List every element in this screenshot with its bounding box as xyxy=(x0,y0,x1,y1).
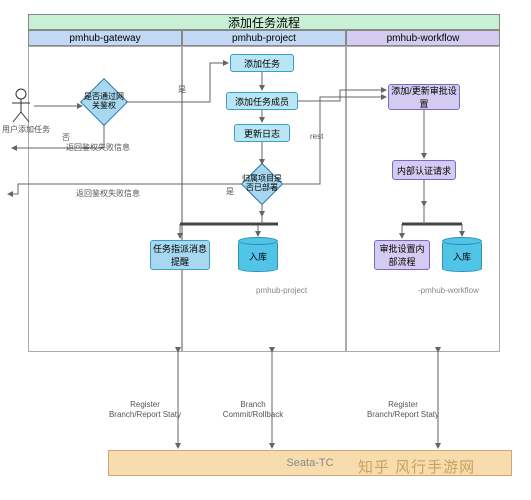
bottom-label-register-2: RegisterBranch/Report Staty xyxy=(358,400,448,419)
diagram-canvas: 添加任务流程 pmhub-gateway pmhub-project pmhub… xyxy=(0,0,531,500)
edge-yes-1: 是 xyxy=(178,84,186,95)
sublabel-workflow: -pmhub-workflow xyxy=(418,286,479,295)
edge-fail-1: 返回鉴权失败信息 xyxy=(66,142,130,153)
bottom-label-register-1: RegisterBranch/Report Staty xyxy=(100,400,190,419)
edge-fail-2: 返回鉴权失败信息 xyxy=(76,188,140,199)
edge-yes-2: 是 xyxy=(226,186,234,197)
watermark-text: 知乎 风行手游网 xyxy=(358,456,475,477)
sublabel-project: pmhub-project xyxy=(256,286,307,295)
arrows-layer xyxy=(0,0,531,500)
bottom-label-commit: BranchCommit/Rollback xyxy=(208,400,298,419)
edge-rest: rest xyxy=(310,132,323,141)
